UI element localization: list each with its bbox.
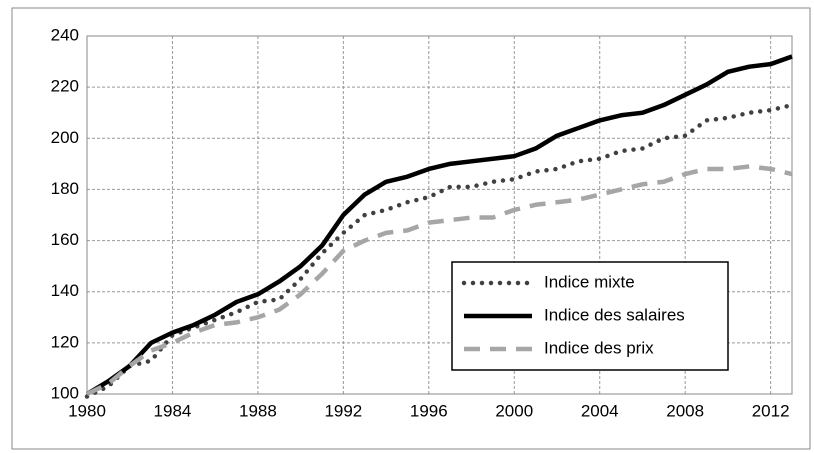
y-tick-label: 100: [51, 383, 79, 402]
series-line: [84, 102, 795, 399]
x-tick-label: 1996: [410, 401, 448, 420]
y-tick-label: 180: [51, 179, 79, 198]
x-tick-label: 1984: [154, 401, 192, 420]
x-tick-label: 1988: [239, 401, 277, 420]
x-tick-label: 2008: [666, 401, 704, 420]
y-tick-label: 160: [51, 230, 79, 249]
legend-label: Indice des prix: [544, 338, 654, 357]
legend-label: Indice mixte: [544, 272, 635, 291]
legend-label: Indice des salaires: [544, 305, 685, 324]
plot-border: [86, 35, 793, 395]
x-tick-label: 2000: [495, 401, 533, 420]
x-tick-label: 2012: [752, 401, 790, 420]
series-line: [85, 54, 793, 396]
frame: [11, 7, 811, 450]
x-tick-label: 1980: [68, 401, 106, 420]
y-tick-label: 240: [51, 25, 79, 44]
series-line: [86, 164, 793, 397]
x-tick-label: 1992: [324, 401, 362, 420]
x-tick-label: 2004: [581, 401, 619, 420]
y-tick-label: 140: [51, 281, 79, 300]
y-tick-label: 120: [51, 332, 79, 351]
y-tick-label: 220: [51, 77, 79, 96]
y-tick-label: 200: [51, 128, 79, 147]
